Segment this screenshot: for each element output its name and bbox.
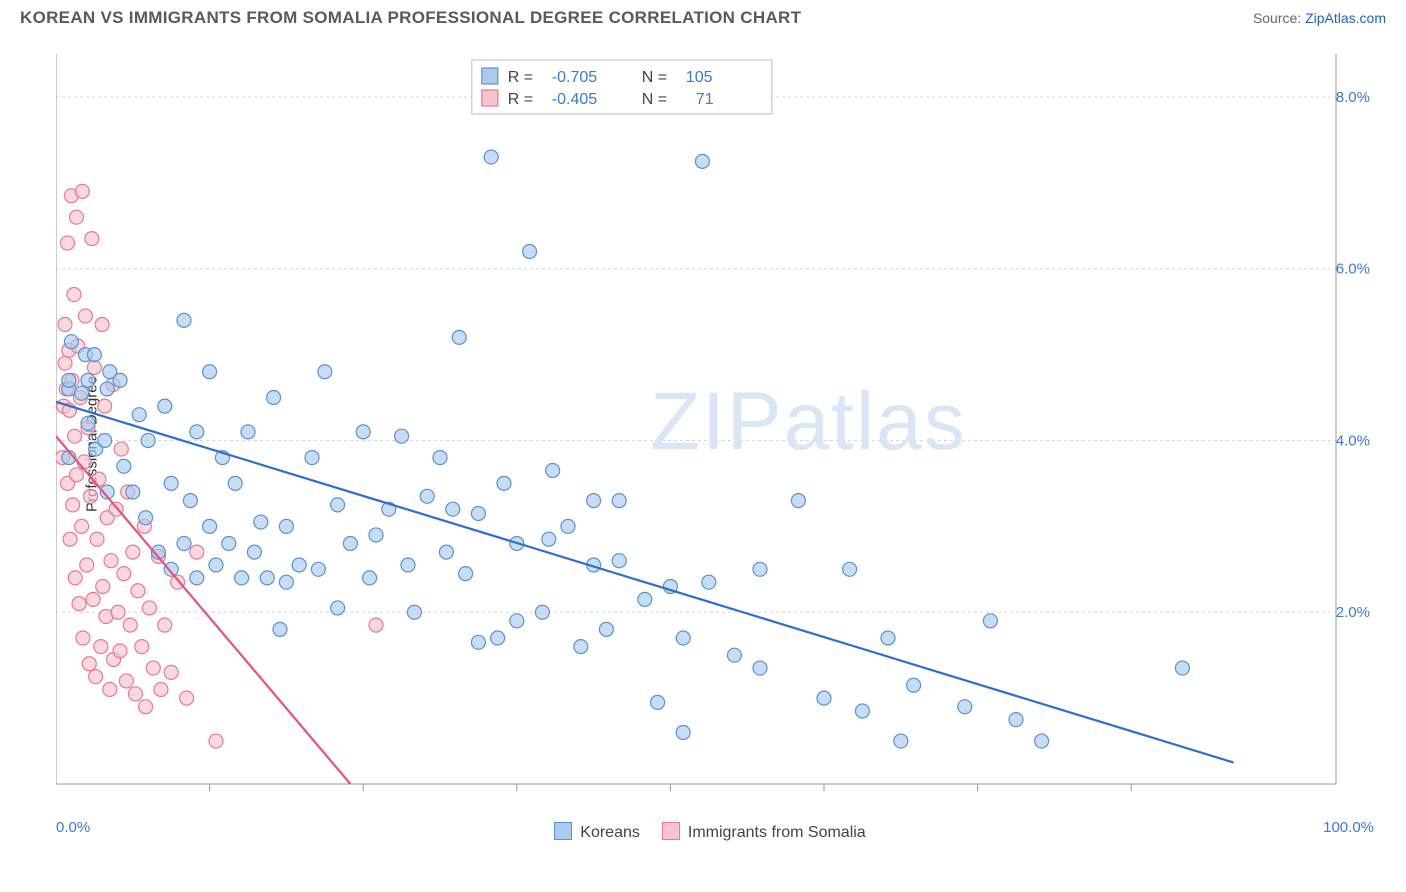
legend-item-somalia: Immigrants from Somalia [662,822,866,842]
svg-text:N =: N = [642,91,667,108]
source-link[interactable]: ZipAtlas.com [1305,10,1386,26]
svg-text:71: 71 [696,91,714,108]
svg-text:-0.705: -0.705 [552,69,597,86]
svg-text:2.0%: 2.0% [1336,604,1370,621]
svg-text:R =: R = [508,91,533,108]
svg-text:4.0%: 4.0% [1336,432,1370,449]
svg-text:105: 105 [686,69,713,86]
legend-item-koreans: Koreans [554,822,640,842]
bottom-legend: Koreans Immigrants from Somalia [34,822,1386,842]
source-label: Source: ZipAtlas.com [1253,10,1386,26]
chart-title: KOREAN VS IMMIGRANTS FROM SOMALIA PROFES… [20,8,801,28]
svg-text:6.0%: 6.0% [1336,261,1370,278]
svg-text:8.0%: 8.0% [1336,89,1370,106]
svg-text:ZIPatlas: ZIPatlas [650,376,967,467]
chart-container: Professional Degree 2.0%4.0%6.0%8.0%ZIPa… [34,44,1386,844]
legend-swatch-pink [662,822,680,840]
svg-text:R =: R = [508,69,533,86]
scatter-plot-svg: 2.0% 4.0% 6.0% 8.0% ZIPatlas R = R = -0.705 -0.4… [56,54,1376,814]
legend-swatch-blue [554,822,572,840]
svg-text:N =: N = [642,69,667,86]
svg-text:-0.405: -0.405 [552,91,597,108]
plot-area: 2.0% 4.0% 6.0% 8.0% ZIPatlas R = R = -0.705 -0.4… [56,54,1376,814]
chart-header: KOREAN VS IMMIGRANTS FROM SOMALIA PROFES… [0,0,1406,32]
